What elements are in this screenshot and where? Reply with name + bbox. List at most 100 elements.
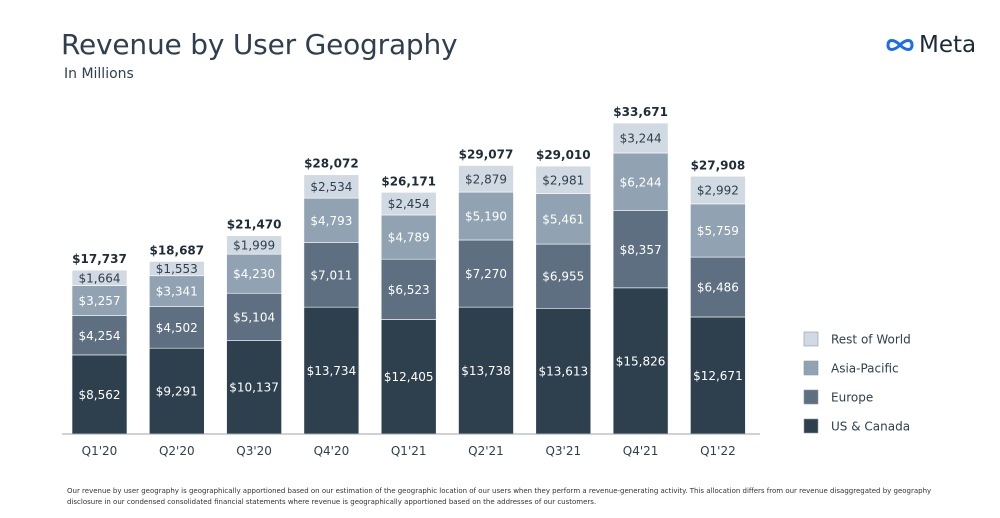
- bar-segment: [71, 269, 128, 286]
- bar-total-label: $17,737: [72, 252, 127, 266]
- bar-segment: [612, 152, 669, 211]
- legend-swatch: [803, 331, 819, 347]
- bar-segment: [612, 122, 669, 154]
- bar-segment: [458, 306, 514, 435]
- bar-value-label: $6,244: [620, 175, 662, 189]
- bar-segment: [380, 258, 437, 320]
- bar-segment: [690, 256, 746, 318]
- x-tick-label: Q3'21: [545, 444, 581, 458]
- bar-value-label: $2,992: [697, 184, 739, 198]
- bar-segment: [303, 174, 360, 199]
- bar-value-label: $2,534: [310, 180, 352, 194]
- bar-value-label: $13,738: [461, 364, 511, 378]
- meta-logo: Meta: [885, 30, 976, 60]
- bar-total-label: $26,171: [381, 174, 436, 188]
- chart-subtitle: In Millions: [64, 66, 134, 82]
- chart-title: Revenue by User Geography: [61, 28, 458, 61]
- bar-segment: [458, 165, 514, 193]
- bar-value-label: $4,254: [79, 329, 121, 343]
- x-tick-label: Q4'20: [314, 444, 350, 458]
- bar-segment: [149, 275, 205, 307]
- bar-value-label: $1,664: [79, 271, 121, 285]
- bar-value-label: $15,826: [616, 354, 666, 368]
- bar-segment: [303, 242, 360, 308]
- bar-value-label: $7,011: [310, 268, 352, 282]
- bar-value-label: $2,879: [465, 172, 507, 186]
- bar-segment: [303, 197, 360, 243]
- bar-value-label: $3,257: [79, 294, 121, 308]
- bar-segment: [458, 191, 514, 241]
- bar-segment: [690, 203, 746, 258]
- bar-segment: [303, 306, 360, 435]
- bar-total-label: $28,072: [304, 157, 359, 171]
- legend-swatch: [803, 360, 819, 376]
- bar-value-label: $4,502: [156, 321, 198, 335]
- bar-segment: [690, 175, 746, 205]
- bar-value-label: $13,613: [538, 365, 588, 379]
- bar-value-label: $2,454: [388, 197, 430, 211]
- bar-value-label: $5,104: [233, 310, 275, 324]
- x-tick-label: Q2'21: [468, 444, 504, 458]
- x-tick-label: Q3'20: [236, 444, 272, 458]
- bar-segment: [149, 261, 205, 277]
- legend-label: Asia-Pacific: [831, 362, 899, 376]
- x-tick-label: Q1'20: [82, 444, 118, 458]
- bar-value-label: $5,190: [465, 210, 507, 224]
- bar-segment: [690, 316, 746, 435]
- bar-value-label: $7,270: [465, 267, 507, 281]
- x-tick-label: Q1'22: [700, 444, 736, 458]
- bar-value-label: $13,734: [307, 364, 357, 378]
- bar-value-label: $8,357: [620, 243, 662, 257]
- x-tick-label: Q4'21: [623, 444, 659, 458]
- bar-value-label: $3,341: [156, 285, 198, 299]
- bar-value-label: $6,523: [388, 283, 430, 297]
- bar-segment: [535, 193, 592, 245]
- bar-total-label: $18,687: [149, 243, 204, 257]
- legend-label: Europe: [831, 391, 873, 405]
- bar-segment: [380, 214, 437, 260]
- bar-segment: [71, 285, 128, 316]
- legend-swatch: [803, 418, 819, 434]
- bar-value-label: $5,461: [542, 212, 584, 226]
- bar-segment: [612, 287, 669, 435]
- bar-segment: [535, 307, 592, 435]
- legend-label: US & Canada: [831, 420, 910, 434]
- bar-segment: [535, 243, 592, 309]
- bar-total-label: $27,908: [691, 158, 746, 172]
- meta-logo-text: Meta: [919, 32, 977, 58]
- bar-segment: [535, 165, 592, 194]
- stacked-bar-chart: $8,562 $4,254 $3,257 $1,664 $17,737 $9,291 $4,…: [62, 105, 911, 458]
- bar-value-label: $4,230: [233, 267, 275, 281]
- bar-total-label: $33,671: [613, 105, 668, 119]
- bar-segment: [71, 315, 128, 356]
- bar-value-label: $8,562: [79, 388, 121, 402]
- bar-value-label: $9,291: [156, 385, 198, 399]
- bar-segment: [458, 239, 514, 308]
- bar-value-label: $6,955: [542, 270, 584, 284]
- bar-value-label: $3,244: [620, 132, 662, 146]
- bar-total-label: $29,010: [536, 148, 591, 162]
- bar-value-label: $1,553: [156, 262, 198, 276]
- x-tick-labels: Q1'20 Q2'20 Q3'20 Q4'20 Q1'21 Q2'21 Q3'21 Q4'21…: [82, 444, 736, 458]
- x-tick-label: Q1'21: [391, 444, 427, 458]
- bar-value-label: $12,671: [693, 369, 743, 383]
- legend-label: Rest of World: [831, 333, 911, 347]
- bar-value-label: $2,981: [542, 173, 584, 187]
- bar-total-label: $21,470: [227, 218, 282, 232]
- bar-value-label: $12,405: [384, 370, 434, 384]
- bar-segment: [149, 306, 205, 349]
- bar-value-label: $6,486: [697, 281, 739, 295]
- bar-value-label: $4,793: [310, 214, 352, 228]
- meta-infinity-logo-icon: [886, 39, 914, 51]
- bar-segment: [226, 292, 282, 341]
- legend: Rest of World Asia-Pacific Europe US & Cana…: [803, 331, 911, 434]
- bar-total-label: $29,077: [459, 147, 514, 161]
- bar-value-label: $5,759: [697, 224, 739, 238]
- x-tick-label: Q2'20: [159, 444, 195, 458]
- bar-value-label: $10,137: [229, 381, 279, 395]
- bar-segment: [380, 319, 437, 435]
- bar-segment: [380, 192, 437, 216]
- bar-segment: [226, 235, 282, 255]
- bar-value-label: $4,789: [388, 231, 430, 245]
- bar-value-label: $1,999: [233, 238, 275, 252]
